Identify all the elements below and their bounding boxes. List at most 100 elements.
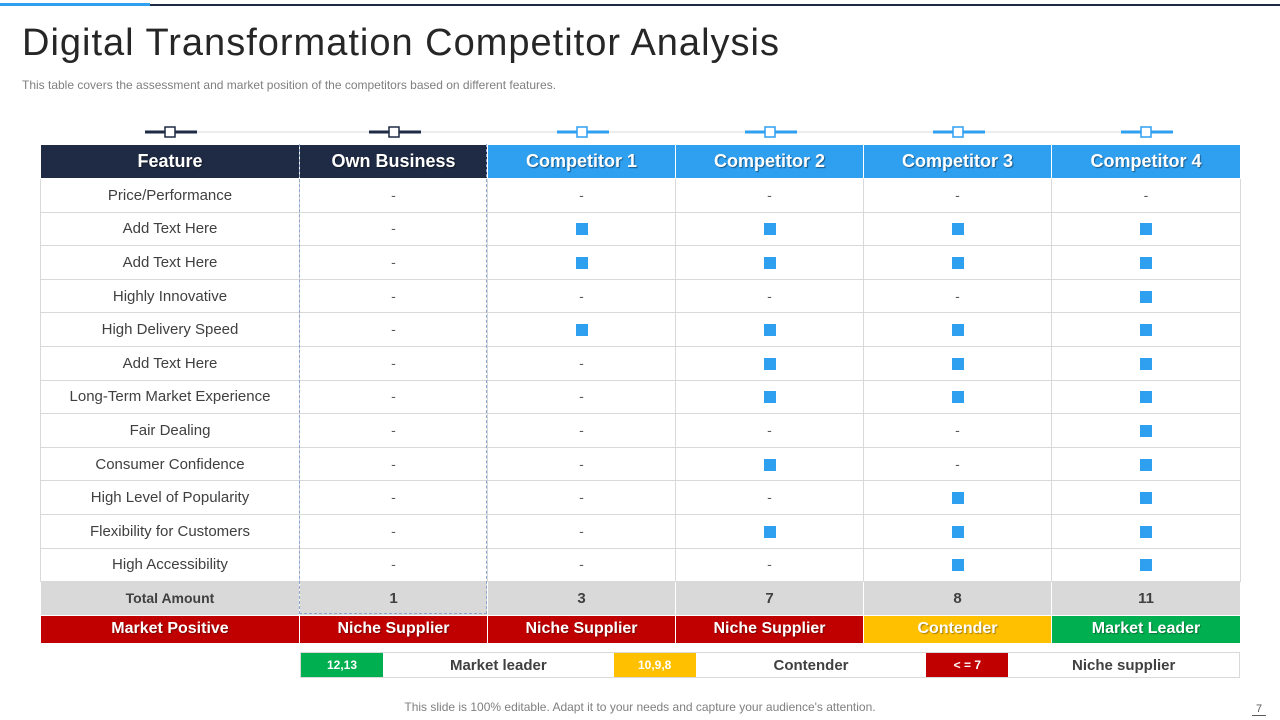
mark-cell: - xyxy=(299,312,488,347)
mark-cell xyxy=(863,379,1052,415)
table-row: Consumer Confidence - - - xyxy=(40,446,1241,482)
mark-cell xyxy=(487,312,676,347)
dash-mark: - xyxy=(955,455,960,472)
blue-square-icon xyxy=(951,391,964,404)
dash-mark: - xyxy=(391,556,396,573)
dash-mark: - xyxy=(391,354,396,371)
blue-square-icon xyxy=(951,525,964,538)
dash-mark: - xyxy=(391,220,396,237)
mark-cell: - xyxy=(675,178,864,213)
table-row: Long-Term Market Experience - - xyxy=(40,379,1241,415)
mark-cell: - xyxy=(1051,178,1241,213)
blue-square-icon xyxy=(1140,458,1152,471)
mark-cell: - xyxy=(299,446,488,482)
page-title: Digital Transformation Competitor Analys… xyxy=(22,22,780,64)
connector-competitor-3-icon xyxy=(933,126,985,138)
feature-label: Add Text Here xyxy=(40,345,300,381)
blue-square-icon xyxy=(575,324,588,337)
market-position-row: Market Positive Niche Supplier Niche Sup… xyxy=(40,614,1241,644)
mark-cell: - xyxy=(487,480,676,515)
dash-mark: - xyxy=(767,421,772,438)
total-competitor-1: 3 xyxy=(487,581,676,616)
page-subtitle: This table covers the assessment and mar… xyxy=(22,78,557,92)
legend-range-niche-supplier: < = 7 xyxy=(926,653,1009,677)
header-competitor-4: Competitor 4 xyxy=(1051,144,1241,179)
blue-square-icon xyxy=(1140,223,1152,236)
blue-square-icon xyxy=(1140,357,1152,370)
mark-cell: - xyxy=(487,345,676,381)
table-row: High Delivery Speed - xyxy=(40,312,1241,347)
mark-cell xyxy=(1051,413,1241,448)
mark-cell: - xyxy=(675,547,864,583)
table-row: Add Text Here - xyxy=(40,245,1241,280)
header-feature: Feature xyxy=(40,144,300,179)
mark-cell xyxy=(1051,446,1241,482)
mark-cell: - xyxy=(675,413,864,448)
feature-label: Highly Innovative xyxy=(40,278,300,314)
feature-label: High Delivery Speed xyxy=(40,312,300,347)
dash-mark: - xyxy=(391,489,396,506)
mark-cell: - xyxy=(487,178,676,213)
blue-square-icon xyxy=(951,324,964,337)
market-position-label: Market Positive xyxy=(40,614,300,644)
mark-cell: - xyxy=(487,513,676,549)
dash-mark: - xyxy=(955,186,960,203)
dash-mark: - xyxy=(391,287,396,304)
blue-square-icon xyxy=(951,223,964,236)
mark-cell xyxy=(1051,245,1241,280)
legend-range-contender: 10,9,8 xyxy=(613,653,696,677)
table-row: Highly Innovative - - - - xyxy=(40,278,1241,314)
mark-cell xyxy=(675,513,864,549)
connector-competitor-4-icon xyxy=(1121,126,1173,138)
mark-cell xyxy=(1051,211,1241,247)
mark-cell xyxy=(863,211,1052,247)
feature-label: Long-Term Market Experience xyxy=(40,379,300,415)
position-competitor-4: Market Leader xyxy=(1051,614,1241,644)
mark-cell: - xyxy=(299,178,488,213)
dash-mark: - xyxy=(955,287,960,304)
table-row: Fair Dealing - - - - xyxy=(40,413,1241,448)
blue-square-icon xyxy=(763,525,776,538)
table-row: Add Text Here - xyxy=(40,211,1241,247)
footer-note: This slide is 100% editable. Adapt it to… xyxy=(404,700,876,714)
blue-square-icon xyxy=(763,391,776,404)
dash-mark: - xyxy=(579,455,584,472)
blue-square-icon xyxy=(575,223,588,236)
connector-own-icon xyxy=(369,126,421,138)
mark-cell: - xyxy=(299,513,488,549)
dash-mark: - xyxy=(391,253,396,270)
table-header-row: Feature Own Business Competitor 1 Compet… xyxy=(40,144,1241,179)
legend-label-niche-supplier: Niche supplier xyxy=(1072,656,1176,674)
dash-mark: - xyxy=(391,186,396,203)
mark-cell: - xyxy=(863,413,1052,448)
dash-mark: - xyxy=(579,489,584,506)
table-row: Add Text Here - - xyxy=(40,345,1241,381)
mark-cell: - xyxy=(487,413,676,448)
dash-mark: - xyxy=(391,388,396,405)
legend-label-market-leader: Market leader xyxy=(449,656,547,674)
blue-square-icon xyxy=(575,257,588,270)
mark-cell xyxy=(487,245,676,280)
mark-cell: - xyxy=(299,211,488,247)
blue-square-icon xyxy=(951,559,964,572)
mark-cell: - xyxy=(675,480,864,515)
position-competitor-2: Niche Supplier xyxy=(675,614,864,644)
competitor-matrix-table: Feature Own Business Competitor 1 Compet… xyxy=(40,144,1241,644)
connector-competitor-2-icon xyxy=(745,126,797,138)
mark-cell: - xyxy=(487,379,676,415)
column-connectors xyxy=(145,126,1173,138)
mark-cell: - xyxy=(299,480,488,515)
connector-feature-icon xyxy=(145,126,197,138)
dash-mark: - xyxy=(579,388,584,405)
mark-cell xyxy=(487,211,676,247)
blue-square-icon xyxy=(763,324,776,337)
blue-square-icon xyxy=(951,257,964,270)
position-own: Niche Supplier xyxy=(299,614,488,644)
mark-cell: - xyxy=(863,178,1052,213)
mark-cell: - xyxy=(487,446,676,482)
dash-mark: - xyxy=(391,522,396,539)
total-competitor-4: 11 xyxy=(1051,581,1241,616)
total-own: 1 xyxy=(299,581,488,616)
blue-square-icon xyxy=(763,458,776,471)
blue-square-icon xyxy=(763,257,776,270)
